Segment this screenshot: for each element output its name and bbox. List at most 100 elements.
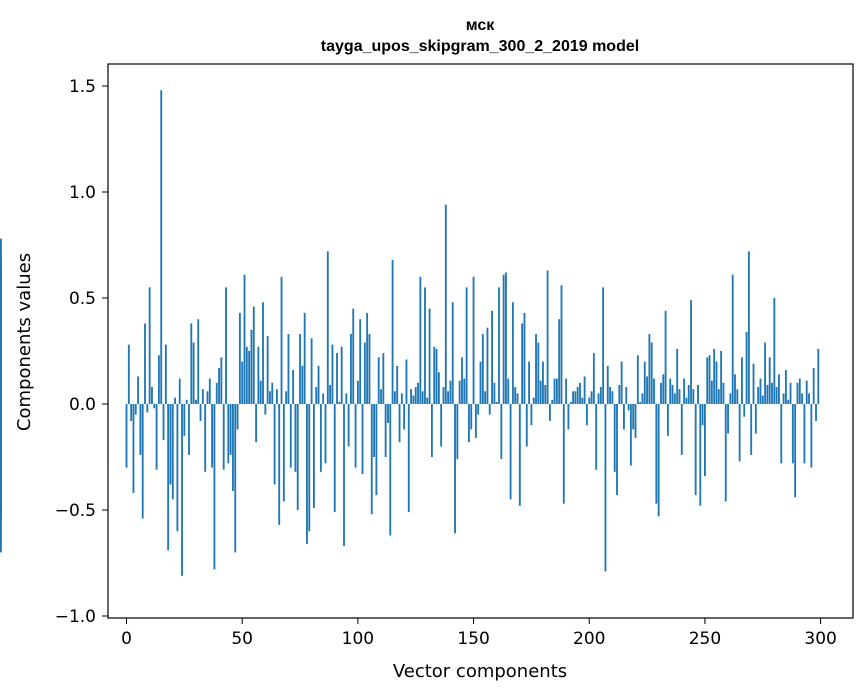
bar-209 (609, 387, 611, 404)
bar-107 (373, 404, 375, 457)
bar-40 (218, 367, 220, 404)
bar-224 (643, 361, 646, 404)
bar-37 (211, 404, 214, 468)
bar-270 (750, 404, 753, 455)
bar-131 (428, 308, 431, 404)
bar-166 (509, 404, 512, 500)
bar-143 (456, 404, 459, 460)
bar-33 (201, 389, 204, 404)
bar-9 (146, 404, 149, 413)
bar-232 (662, 374, 665, 404)
bar-271 (752, 363, 755, 404)
bar-156 (486, 327, 489, 404)
bar-291 (798, 378, 801, 404)
bar-102 (361, 404, 364, 474)
bar-168 (514, 387, 517, 404)
bar-undefined (0, 404, 2, 466)
bar-273 (757, 387, 760, 404)
bar-58 (259, 380, 262, 404)
bar-126 (417, 382, 419, 404)
bar-171 (521, 323, 524, 404)
bar-164 (505, 272, 507, 404)
bar-125 (414, 387, 417, 404)
bar-72 (292, 370, 295, 404)
bar-175 (530, 404, 533, 426)
bar-261 (729, 393, 732, 404)
bar-215 (623, 404, 625, 430)
bar-231 (660, 382, 662, 404)
bar-217 (627, 404, 630, 411)
bar-85 (322, 393, 325, 404)
bar-241 (683, 378, 686, 404)
bar-81 (312, 404, 315, 508)
bar-249 (701, 404, 704, 426)
bar-75 (299, 334, 301, 404)
bar-239 (678, 389, 681, 404)
bar-133 (433, 346, 436, 404)
bar-141 (451, 302, 454, 404)
bar-17 (164, 344, 167, 404)
bar-36 (208, 378, 211, 404)
bar-82 (315, 387, 318, 404)
bar-49 (238, 312, 241, 404)
bar-248 (699, 404, 702, 506)
bar-195 (576, 387, 579, 404)
bar-235 (669, 378, 672, 404)
bar-130 (426, 397, 429, 404)
bar-101 (359, 319, 362, 404)
bar-182 (546, 270, 549, 404)
bar-266 (741, 357, 743, 404)
bar-103 (363, 342, 366, 404)
bar-116 (393, 391, 396, 404)
bar-284 (782, 393, 785, 404)
bar-71 (289, 404, 292, 468)
bar-167 (511, 302, 514, 404)
bar-6 (139, 404, 142, 455)
bar-213 (618, 384, 621, 404)
bar-138 (444, 204, 447, 404)
bar-34 (204, 404, 207, 472)
bar-176 (532, 397, 535, 404)
bar-244 (690, 300, 692, 404)
bar-246 (694, 404, 697, 496)
y-tick-label: −1.0 (55, 607, 96, 627)
bar-67 (280, 276, 283, 404)
bar-240 (680, 404, 683, 455)
bar-288 (791, 404, 794, 464)
bar-238 (676, 348, 679, 404)
bar-200 (588, 397, 591, 404)
bar-0 (125, 404, 128, 468)
bar-150 (472, 276, 475, 404)
bar-3 (132, 404, 135, 494)
y-tick-label: 0.5 (69, 289, 96, 309)
bar-56 (255, 404, 257, 443)
bar-106 (370, 404, 373, 515)
bar-14 (157, 355, 160, 404)
bar-151 (474, 404, 477, 438)
bar-297 (812, 367, 815, 404)
bar-169 (516, 393, 519, 404)
bar-243 (687, 384, 690, 404)
bar-26 (185, 399, 188, 404)
bar-119 (400, 393, 403, 404)
bar-64 (273, 404, 276, 485)
bar-163 (502, 274, 505, 404)
bar-108 (375, 404, 378, 496)
bar-45 (229, 404, 232, 455)
bar-78 (306, 404, 308, 544)
bar-272 (754, 404, 757, 434)
bar-142 (454, 404, 456, 534)
bar-178 (537, 342, 540, 404)
bar-122 (407, 404, 410, 513)
bar-254 (713, 348, 716, 404)
bar-256 (717, 389, 720, 404)
bar-211 (613, 404, 616, 472)
bar-198 (583, 376, 586, 404)
bar-298 (815, 404, 817, 421)
bar-155 (484, 391, 487, 404)
bar-92 (338, 401, 341, 404)
bar-21 (174, 397, 177, 404)
bar-157 (488, 404, 491, 415)
y-tick-label: 0.0 (69, 395, 96, 415)
bar-170 (518, 404, 521, 506)
